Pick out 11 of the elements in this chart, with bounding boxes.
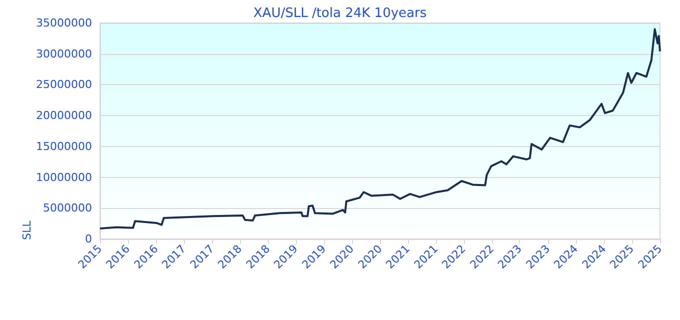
- y-tick-label: 5000000: [43, 202, 92, 215]
- y-tick-label: 0: [85, 232, 92, 246]
- y-axis-title: SLL: [20, 220, 34, 240]
- y-tick-label: 10000000: [36, 170, 92, 184]
- y-tick-label: 20000000: [36, 109, 92, 122]
- chart-title: XAU/SLL /tola 24K 10years: [253, 6, 427, 21]
- y-tick-label: 25000000: [36, 78, 92, 92]
- line-series: [99, 28, 661, 230]
- y-tick-label: 30000000: [36, 47, 92, 60]
- y-tick-label: 35000000: [36, 16, 92, 30]
- y-tick-label: 15000000: [36, 140, 92, 153]
